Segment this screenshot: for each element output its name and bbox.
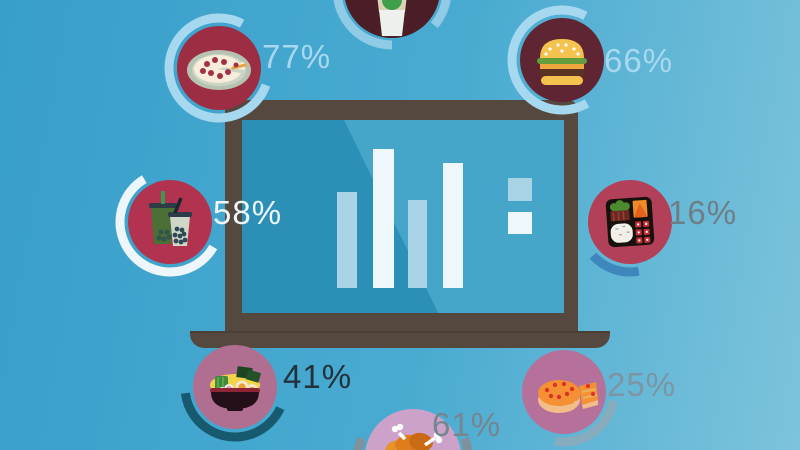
pizza-icon <box>187 50 251 90</box>
progress-ring <box>164 13 274 123</box>
progress-ring <box>575 167 685 277</box>
percent-label: 77% <box>262 38 332 75</box>
legend-square <box>508 212 532 234</box>
progress-ring <box>115 167 225 277</box>
stat-badge-burger: 66% <box>507 5 672 115</box>
bubble-tea-icon <box>149 191 192 246</box>
progress-ring <box>509 337 619 447</box>
takeaway-cup-icon <box>377 0 407 36</box>
stat-badge-bento-box: 16% <box>575 167 736 277</box>
food-disc <box>522 350 606 434</box>
stat-badge-fried-chicken: 61% <box>348 392 500 450</box>
legend-square <box>508 178 532 201</box>
chart-bar <box>373 149 394 288</box>
percent-label: 66% <box>604 42 674 79</box>
ramen-bowl-icon <box>210 366 262 411</box>
chart-bar <box>408 200 427 288</box>
percent-label: 41% <box>283 358 353 395</box>
burger-icon <box>537 39 587 85</box>
chart-bar <box>443 163 463 288</box>
stat-badge-donut: 25% <box>509 337 675 447</box>
percent-label: 16% <box>668 194 738 231</box>
donut-icon <box>538 380 598 413</box>
stat-badge-ramen-bowl: 41% <box>180 332 351 442</box>
percent-label: 61% <box>432 406 502 443</box>
laptop <box>225 100 578 331</box>
progress-ring <box>332 0 452 50</box>
food-disc <box>128 180 212 264</box>
progress-ring <box>353 397 473 450</box>
laptop-screen <box>242 120 564 313</box>
bento-box-icon <box>605 196 655 248</box>
fried-chicken-icon <box>385 423 443 450</box>
laptop-base <box>190 331 610 348</box>
progress-ring <box>507 5 617 115</box>
chart-bar <box>337 192 357 288</box>
food-disc <box>588 180 672 264</box>
progress-ring <box>180 332 290 442</box>
percent-label: 25% <box>607 366 677 403</box>
food-disc <box>520 18 604 102</box>
stat-badge-bubble-tea: 58% <box>115 167 281 277</box>
percent-label: 58% <box>213 194 283 231</box>
stat-badge-pizza: 77% <box>164 13 330 123</box>
food-disc <box>193 345 277 429</box>
stat-badge-takeaway-cup <box>327 0 457 55</box>
food-disc <box>177 26 261 110</box>
